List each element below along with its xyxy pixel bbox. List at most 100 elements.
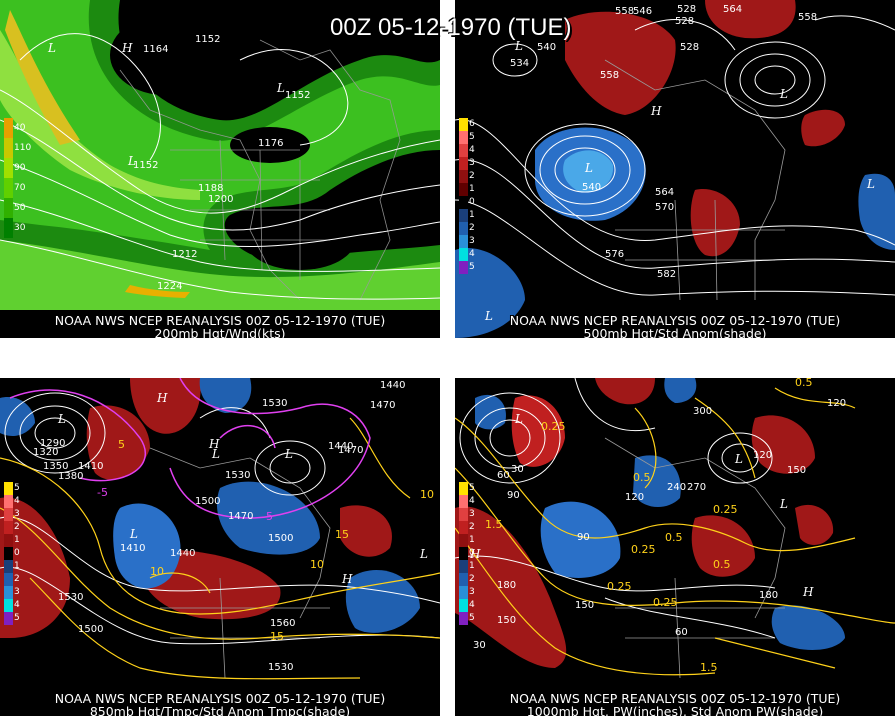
- anomaly-negative: [455, 248, 525, 338]
- pw-label: 0.5: [713, 558, 731, 571]
- contour-label: 60: [497, 470, 510, 481]
- contour-label: 1440: [380, 380, 405, 391]
- legend-label: 3: [469, 509, 475, 519]
- legend-swatch: [4, 158, 13, 178]
- legend-label: 2: [14, 574, 20, 584]
- map-1000mb: 0.5 120 0.25 300 30 60 90 120 240 270 12…: [455, 378, 895, 716]
- temperature-label: 15: [335, 528, 349, 541]
- map-850mb: 1530 1440 1470 1290 1320 1350 1380 1410 …: [0, 378, 440, 716]
- legend-label: 4: [14, 496, 20, 506]
- pw-label: 0.25: [653, 596, 678, 609]
- contour-label: 1470: [338, 445, 363, 456]
- legend-swatch: [4, 178, 13, 198]
- high-pressure-center: H: [156, 391, 168, 405]
- figure-title: 00Z 05-12-1970 (TUE): [330, 14, 572, 41]
- legend-label: 5: [14, 613, 20, 623]
- legend-label: 5: [469, 132, 475, 142]
- high-pressure-center: H: [121, 41, 133, 55]
- temperature-label: 10: [310, 558, 324, 571]
- temperature-label: -5: [97, 486, 108, 499]
- legend-label: 6: [469, 119, 475, 129]
- contour-label: 546: [633, 6, 652, 17]
- panel-200mb-height-wind: 1164 1152 1152 1152 1176 1188 1200 1212 …: [0, 0, 440, 338]
- panel-1000mb-height-pw: 0.5 120 0.25 300 30 60 90 120 240 270 12…: [455, 378, 895, 716]
- height-contours-200mb: [0, 33, 440, 300]
- contour-label: 1152: [285, 90, 310, 101]
- legend-label: 0: [14, 548, 20, 558]
- legend-label: 0: [469, 197, 475, 207]
- wind-shade-max: [5, 10, 80, 145]
- legend-swatch: [459, 209, 468, 222]
- legend-swatch: [459, 183, 468, 196]
- contour-label: 300: [693, 406, 712, 417]
- legend-swatch: [459, 170, 468, 183]
- map-500mb: 528 558 546 528 564 558 534 540 558 528 …: [455, 0, 895, 338]
- anomaly-negative: [345, 569, 420, 633]
- legend-label: 2: [469, 223, 475, 233]
- legend-label: 2: [469, 574, 475, 584]
- legend-label: 5: [469, 262, 475, 272]
- legend-swatch: [4, 138, 13, 158]
- anomaly-negative: [199, 378, 252, 413]
- caption-source: NOAA NWS NCEP REANALYSIS 00Z 05-12-1970 …: [509, 691, 841, 706]
- contour-label: 1530: [262, 398, 287, 409]
- anomaly-positive: [340, 505, 392, 557]
- low-pressure-center: L: [127, 154, 136, 168]
- contour-label: 1560: [270, 618, 295, 629]
- panel-850mb-height-temperature: 1530 1440 1470 1290 1320 1350 1380 1410 …: [0, 378, 440, 716]
- legend-label: 110: [14, 143, 32, 153]
- high-pressure-center: H: [341, 572, 353, 586]
- legend-swatch: [459, 547, 468, 560]
- anomaly-negative: [540, 501, 621, 578]
- anomaly-negative: [113, 503, 181, 589]
- contour-label: 1188: [198, 183, 223, 194]
- legend-swatch: [4, 508, 13, 521]
- contour-label: 1470: [228, 511, 253, 522]
- contour-label: 1320: [33, 447, 58, 458]
- low-pressure-center: L: [514, 412, 523, 426]
- caption-source: NOAA NWS NCEP REANALYSIS 00Z 05-12-1970 …: [54, 313, 386, 328]
- contour-label: 1530: [58, 592, 83, 603]
- contour-label: 60: [675, 627, 688, 638]
- legend-swatch: [4, 547, 13, 560]
- low-pressure-center: L: [419, 547, 428, 561]
- legend-swatch: [459, 144, 468, 157]
- contour-label: 582: [657, 269, 676, 280]
- legend-label: 4: [469, 496, 475, 506]
- anomaly-positive: [751, 415, 815, 474]
- legend-label: 4: [469, 600, 475, 610]
- legend-label: 1: [469, 210, 475, 220]
- wind-shade-bottom: [0, 240, 440, 310]
- contour-label: 564: [723, 4, 742, 15]
- contour-label: 534: [510, 58, 529, 69]
- contour-label: 1350: [43, 461, 68, 472]
- legend-swatch: [459, 508, 468, 521]
- contour-label: 558: [615, 6, 634, 17]
- anomaly-positive: [595, 378, 655, 405]
- legend-label: 0: [469, 548, 475, 558]
- contour-label: 270: [687, 482, 706, 493]
- legend-swatch: [4, 118, 13, 138]
- low-pressure-center: L: [47, 41, 56, 55]
- contour-label: 540: [582, 182, 601, 193]
- legend-swatch: [4, 534, 13, 547]
- contour-label: 1410: [78, 461, 103, 472]
- anomaly-positive: [795, 504, 834, 545]
- contour-label: 558: [600, 70, 619, 81]
- pw-label: 0.25: [713, 503, 738, 516]
- contour-label: 90: [507, 490, 520, 501]
- legend-swatch: [459, 261, 468, 274]
- legend-swatch: [459, 560, 468, 573]
- legend-swatch: [459, 157, 468, 170]
- legend-swatch: [459, 482, 468, 495]
- anomaly-positive: [801, 109, 845, 147]
- legend-label: 3: [469, 236, 475, 246]
- low-pressure-center: L: [211, 447, 220, 461]
- legend-label: 70: [14, 183, 26, 193]
- contour-label: 528: [680, 42, 699, 53]
- low-pressure-center: L: [276, 81, 285, 95]
- contour-label: 1410: [120, 543, 145, 554]
- legend-label: 2: [469, 171, 475, 181]
- temperature-contours-850mb: [0, 417, 440, 680]
- contour-label: 1176: [258, 138, 283, 149]
